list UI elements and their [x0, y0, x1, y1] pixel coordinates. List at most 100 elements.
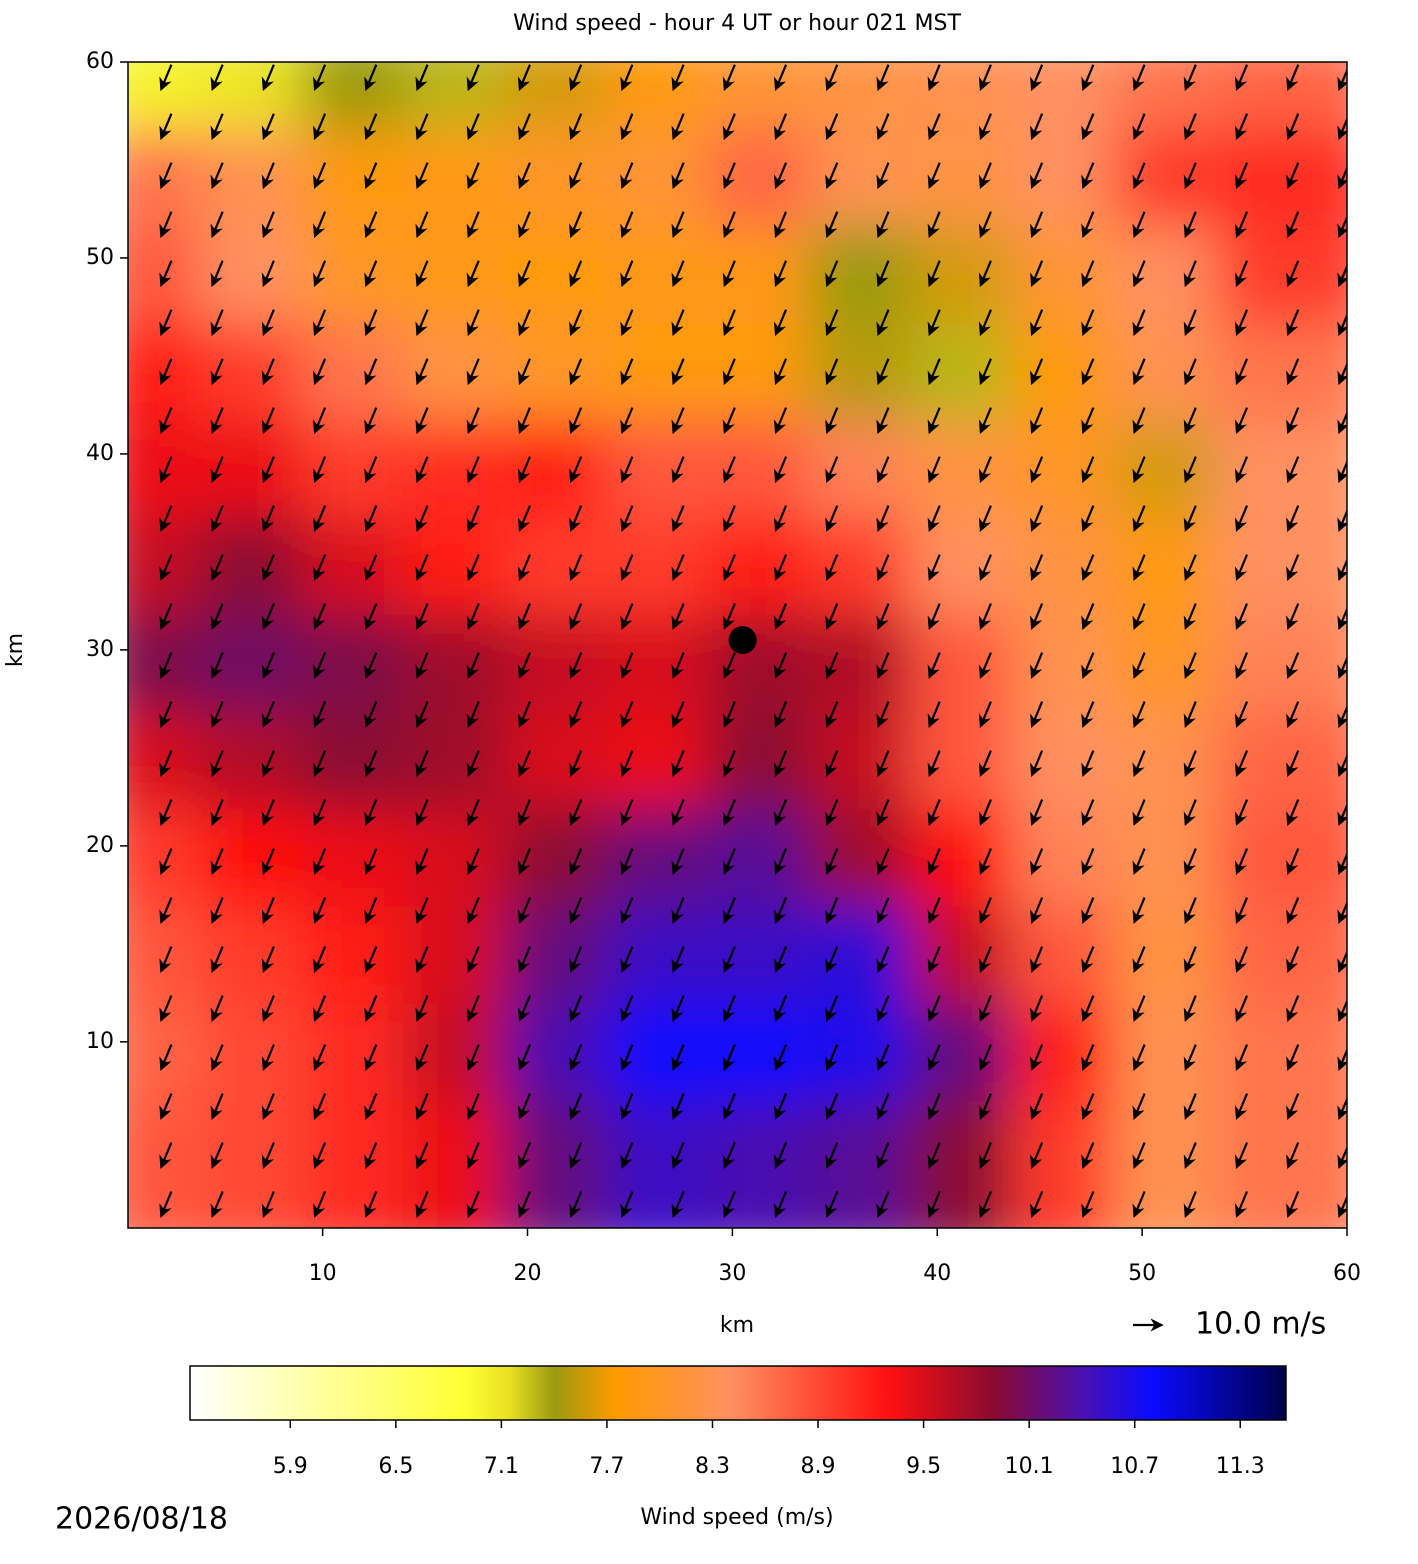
- wind-arrow: [261, 260, 275, 288]
- wind-arrow: [210, 652, 224, 680]
- wind-arrow: [569, 848, 583, 875]
- wind-arrow: [1234, 701, 1249, 729]
- wind-arrow: [1132, 652, 1146, 680]
- wind-arrow: [1081, 407, 1095, 435]
- wind-arrow: [261, 309, 275, 337]
- wind-arrow: [1286, 407, 1300, 435]
- wind-arrow: [210, 456, 224, 484]
- wind-arrow: [1183, 995, 1197, 1022]
- wind-arrow: [569, 897, 583, 924]
- wind-arrow: [1132, 64, 1146, 92]
- wind-arrow: [876, 652, 890, 680]
- wind-arrow: [978, 799, 992, 827]
- wind-arrow: [1286, 505, 1300, 533]
- wind-arrow: [1030, 1044, 1044, 1071]
- wind-arrow: [364, 848, 378, 875]
- wind-arrow: [364, 995, 378, 1022]
- wind-arrow: [210, 897, 224, 924]
- wind-arrow: [569, 309, 583, 337]
- wind-arrow: [261, 1142, 275, 1169]
- wind-arrow: [1337, 1047, 1347, 1071]
- wind-arrow: [159, 946, 173, 973]
- wind-arrow: [517, 260, 531, 288]
- wind-arrow: [978, 652, 992, 680]
- wind-arrow: [1286, 603, 1300, 631]
- wind-arrow: [569, 1044, 583, 1071]
- wind-arrow: [671, 505, 685, 533]
- wind-arrow: [1183, 407, 1197, 435]
- wind-arrow: [261, 456, 275, 484]
- colorbar-tick-label: 7.7: [589, 1454, 624, 1479]
- wind-arrow: [569, 113, 583, 141]
- wind-arrow: [774, 554, 788, 582]
- wind-arrow: [415, 113, 429, 141]
- wind-arrow: [1234, 260, 1249, 288]
- wind-arrow: [415, 897, 429, 924]
- wind-arrow: [1337, 998, 1347, 1022]
- wind-arrow: [825, 1093, 839, 1120]
- wind-arrow: [774, 995, 788, 1022]
- wind-arrow: [466, 309, 480, 337]
- wind-arrow: [313, 456, 327, 484]
- wind-arrow: [517, 113, 531, 141]
- wind-arrow: [1081, 799, 1095, 827]
- wind-arrow: [159, 799, 173, 827]
- wind-arrow: [927, 848, 941, 875]
- wind-arrow: [722, 456, 736, 484]
- wind-arrow: [1030, 64, 1044, 92]
- colorbar-tick-label: 8.9: [801, 1454, 836, 1479]
- wind-arrow: [1183, 1142, 1197, 1169]
- wind-arrow: [364, 750, 378, 778]
- wind-arrow: [1286, 799, 1300, 827]
- wind-arrow: [1234, 64, 1249, 92]
- wind-arrow: [620, 1093, 634, 1120]
- wind-arrow: [620, 358, 634, 386]
- wind-arrow: [517, 1044, 531, 1071]
- wind-arrow: [261, 162, 275, 190]
- wind-arrow: [1081, 652, 1095, 680]
- wind-arrow: [364, 1191, 378, 1218]
- wind-arrow: [210, 750, 224, 778]
- wind-arrow: [774, 456, 788, 484]
- wind-arrow: [978, 64, 992, 92]
- wind-arrow: [569, 995, 583, 1022]
- wind-arrow: [1337, 949, 1347, 973]
- wind-arrow: [1030, 1093, 1044, 1120]
- wind-arrow: [1183, 799, 1197, 827]
- quiver-key-label: 10.0 m/s: [1195, 1307, 1326, 1342]
- wind-arrow: [774, 358, 788, 386]
- date: 2026/08/18: [55, 1502, 228, 1537]
- wind-arrow: [1286, 1044, 1300, 1071]
- wind-arrow: [978, 946, 992, 973]
- wind-arrow: [1081, 358, 1095, 386]
- wind-arrow: [1132, 848, 1146, 875]
- wind-arrow: [1030, 848, 1044, 875]
- wind-arrow: [415, 603, 429, 631]
- wind-arrow: [1234, 554, 1249, 582]
- y-tick-label: 40: [86, 441, 114, 466]
- wind-arrow: [364, 897, 378, 924]
- wind-arrow: [978, 407, 992, 435]
- wind-arrow: [1030, 309, 1044, 337]
- wind-arrow: [159, 505, 173, 533]
- wind-arrow: [1081, 701, 1095, 729]
- wind-arrow: [313, 211, 327, 239]
- wind-arrow: [159, 1191, 173, 1218]
- wind-arrow: [313, 113, 327, 141]
- wind-arrow: [517, 309, 531, 337]
- wind-arrow: [1030, 995, 1044, 1022]
- x-tick-label: 50: [1128, 1261, 1156, 1286]
- wind-arrow: [261, 554, 275, 582]
- wind-arrow: [1183, 309, 1197, 337]
- wind-arrow: [774, 260, 788, 288]
- wind-arrow: [466, 1191, 480, 1218]
- wind-arrow: [722, 113, 736, 141]
- speed-cells: [128, 62, 1347, 1228]
- wind-arrow: [825, 358, 839, 386]
- wind-arrow: [415, 1044, 429, 1071]
- wind-arrow: [927, 1044, 941, 1071]
- wind-arrow: [1286, 1093, 1300, 1120]
- wind-arrow: [466, 407, 480, 435]
- wind-arrow: [620, 309, 634, 337]
- wind-arrow: [876, 701, 890, 729]
